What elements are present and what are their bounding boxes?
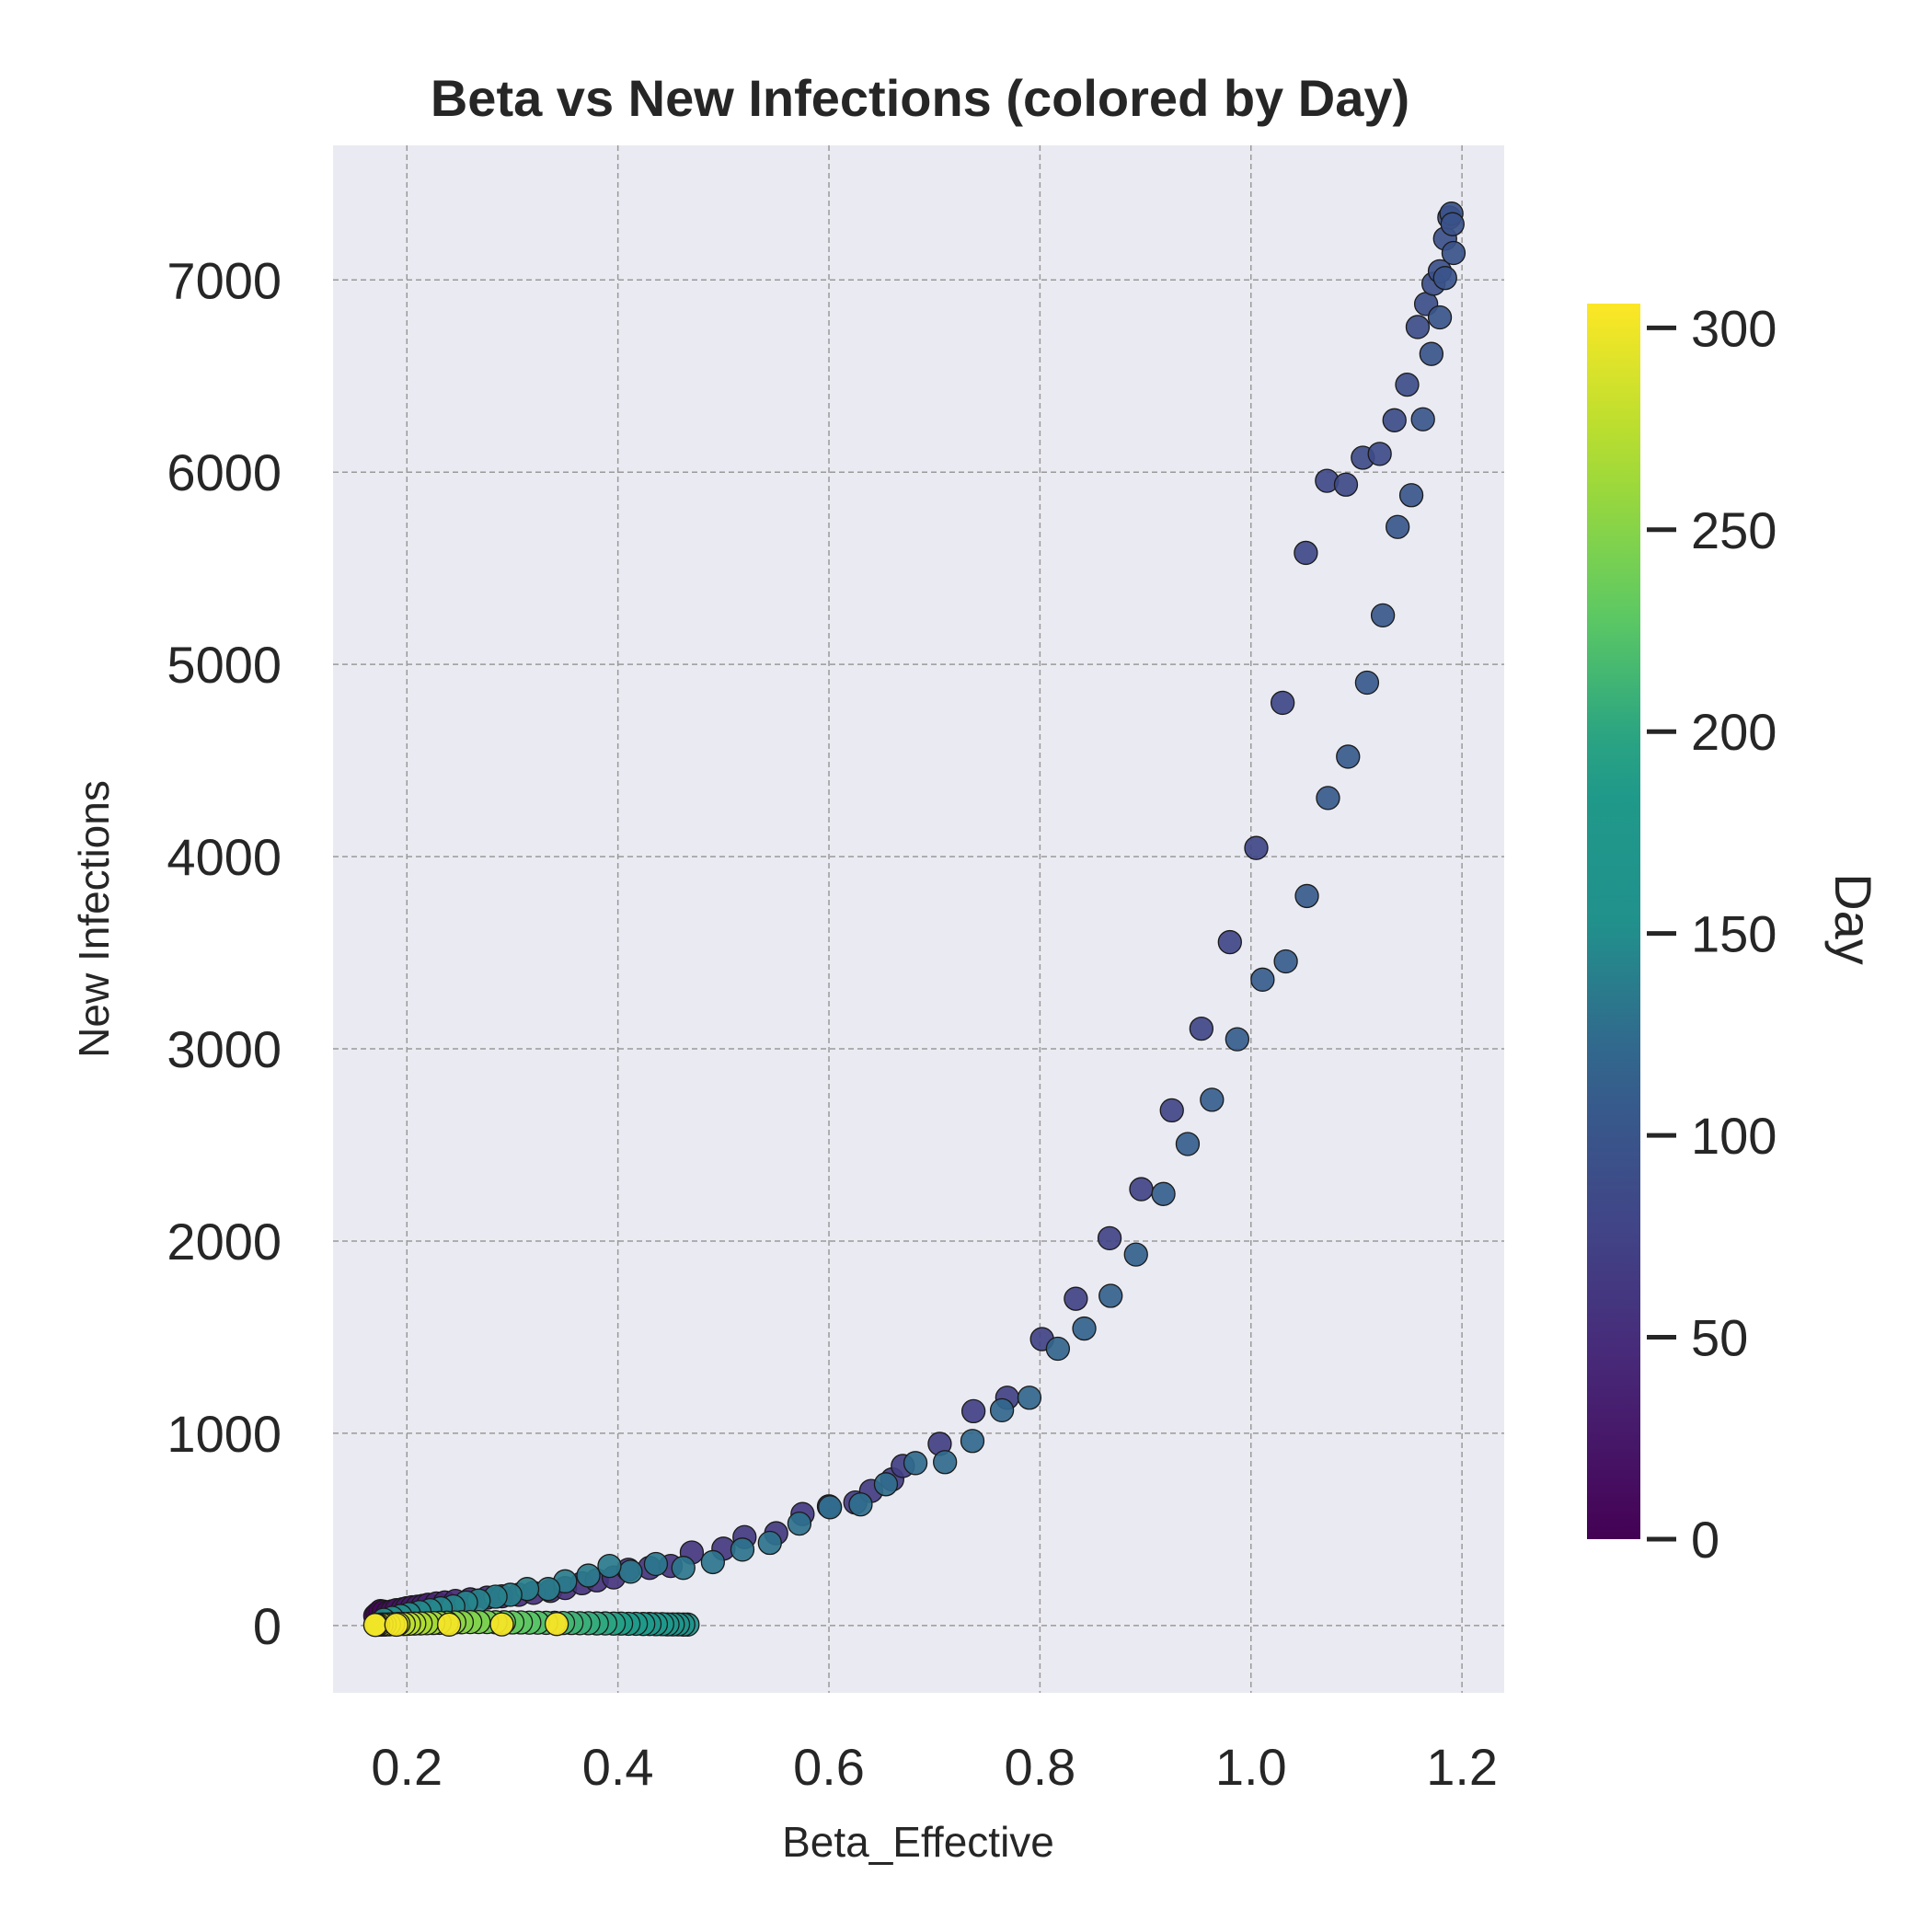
scatter-point: [1151, 1181, 1176, 1206]
colorbar-tick-label: 250: [1691, 501, 1777, 559]
scatter-point: [1072, 1316, 1097, 1341]
colorbar-ticks: 0 50 100 150 200 250 300: [1647, 299, 1777, 1569]
scatter-point: [960, 1429, 985, 1454]
scatter-point: [1354, 670, 1380, 696]
y-tick-label: 5000: [167, 636, 282, 694]
scatter-point: [1017, 1386, 1042, 1410]
scatter-point: [1367, 442, 1392, 466]
x-tick-label: 0.2: [371, 1738, 443, 1796]
colorbar: [1587, 304, 1640, 1539]
scatter-point: [544, 1612, 569, 1637]
colorbar-tick-label: 300: [1691, 299, 1777, 357]
colorbar-tick-label: 150: [1691, 905, 1777, 963]
scatter-point: [597, 1553, 622, 1579]
scatter-point: [1382, 408, 1407, 432]
scatter-point: [1189, 1016, 1214, 1041]
y-tick-label: 2000: [167, 1213, 282, 1271]
scatter-point: [1159, 1098, 1184, 1123]
scatter-point: [1370, 603, 1396, 628]
scatter-point: [362, 1613, 388, 1638]
scatter-point: [730, 1537, 755, 1562]
scatter-point: [700, 1549, 726, 1575]
scatter-point: [1175, 1132, 1201, 1156]
y-axis-label: New Infections: [70, 780, 118, 1058]
colorbar-tick-label: 0: [1691, 1511, 1719, 1569]
scatter-point: [960, 1398, 986, 1424]
scatter-point: [1333, 472, 1359, 497]
scatter-point: [618, 1559, 643, 1584]
scatter-point: [848, 1492, 873, 1517]
scatter-point: [384, 1612, 408, 1638]
colorbar-label: Day: [1824, 873, 1882, 965]
x-tick-label: 0.6: [793, 1738, 865, 1796]
scatter-point: [535, 1577, 561, 1602]
scatter-point: [1045, 1336, 1071, 1362]
plot-area: [333, 145, 1504, 1693]
scatter-point: [903, 1451, 928, 1476]
y-tick-label: 7000: [167, 251, 282, 309]
scatter-point: [1427, 305, 1453, 330]
grid: [333, 145, 1504, 1693]
scatter-point: [671, 1556, 696, 1581]
colorbar-tick-label: 100: [1691, 1107, 1777, 1165]
y-tick-label: 0: [253, 1597, 282, 1655]
scatter-point: [757, 1530, 782, 1556]
scatter-point: [787, 1511, 812, 1536]
colorbar-tick-label: 200: [1691, 703, 1777, 761]
scatter-point: [1098, 1283, 1123, 1308]
scatter-point: [1217, 929, 1242, 955]
scatter-point: [1432, 266, 1457, 291]
y-tick-labels: 0 1000 2000 3000 4000 5000 6000 7000: [167, 251, 282, 1655]
y-tick-label: 3000: [167, 1020, 282, 1078]
scatter-point: [1123, 1242, 1148, 1267]
scatter-point: [1419, 341, 1444, 366]
x-tick-label: 1.0: [1215, 1738, 1287, 1796]
scatter-point: [1244, 835, 1269, 860]
scatter-point: [1398, 483, 1424, 508]
scatter-point: [489, 1612, 514, 1637]
scatter-point: [1097, 1225, 1122, 1250]
scatter-point: [1250, 967, 1275, 992]
scatter-point: [1271, 690, 1295, 716]
scatter-point: [1064, 1286, 1088, 1311]
chart-title: Beta vs New Infections (colored by Day): [431, 69, 1409, 127]
x-tick-label: 0.8: [1004, 1738, 1075, 1796]
data-points: [362, 201, 1466, 1638]
scatter-point: [989, 1397, 1015, 1423]
scatter-point: [1273, 949, 1298, 974]
scatter-point: [818, 1495, 843, 1520]
scatter-point: [576, 1563, 601, 1588]
scatter-point: [1294, 883, 1319, 909]
scatter-point: [437, 1612, 462, 1637]
scatter-point: [1395, 372, 1420, 397]
scatter-point: [1440, 212, 1465, 236]
y-tick-label: 1000: [167, 1405, 282, 1463]
scatter-point: [1200, 1087, 1225, 1112]
scatter-point: [1405, 315, 1431, 339]
colorbar-tick-label: 50: [1691, 1309, 1748, 1367]
scatter-point: [1386, 514, 1410, 539]
scatter-point: [933, 1450, 958, 1475]
x-axis-label: Beta_Effective: [782, 1818, 1054, 1866]
scatter-point: [1441, 240, 1466, 266]
scatter-point: [1316, 786, 1340, 811]
y-tick-label: 6000: [167, 443, 282, 501]
y-tick-label: 4000: [167, 828, 282, 886]
scatter-point: [1129, 1177, 1154, 1202]
x-tick-label: 0.4: [582, 1738, 654, 1796]
scatter-point: [1410, 407, 1435, 431]
scatter-point: [1294, 540, 1318, 566]
scatter-point: [643, 1551, 669, 1577]
scatter-point: [1225, 1027, 1249, 1052]
x-tick-label: 1.2: [1426, 1738, 1498, 1796]
scatter-point: [873, 1472, 899, 1497]
scatter-point: [1336, 744, 1361, 769]
x-tick-labels: 0.2 0.4 0.6 0.8 1.0 1.2: [371, 1738, 1498, 1796]
